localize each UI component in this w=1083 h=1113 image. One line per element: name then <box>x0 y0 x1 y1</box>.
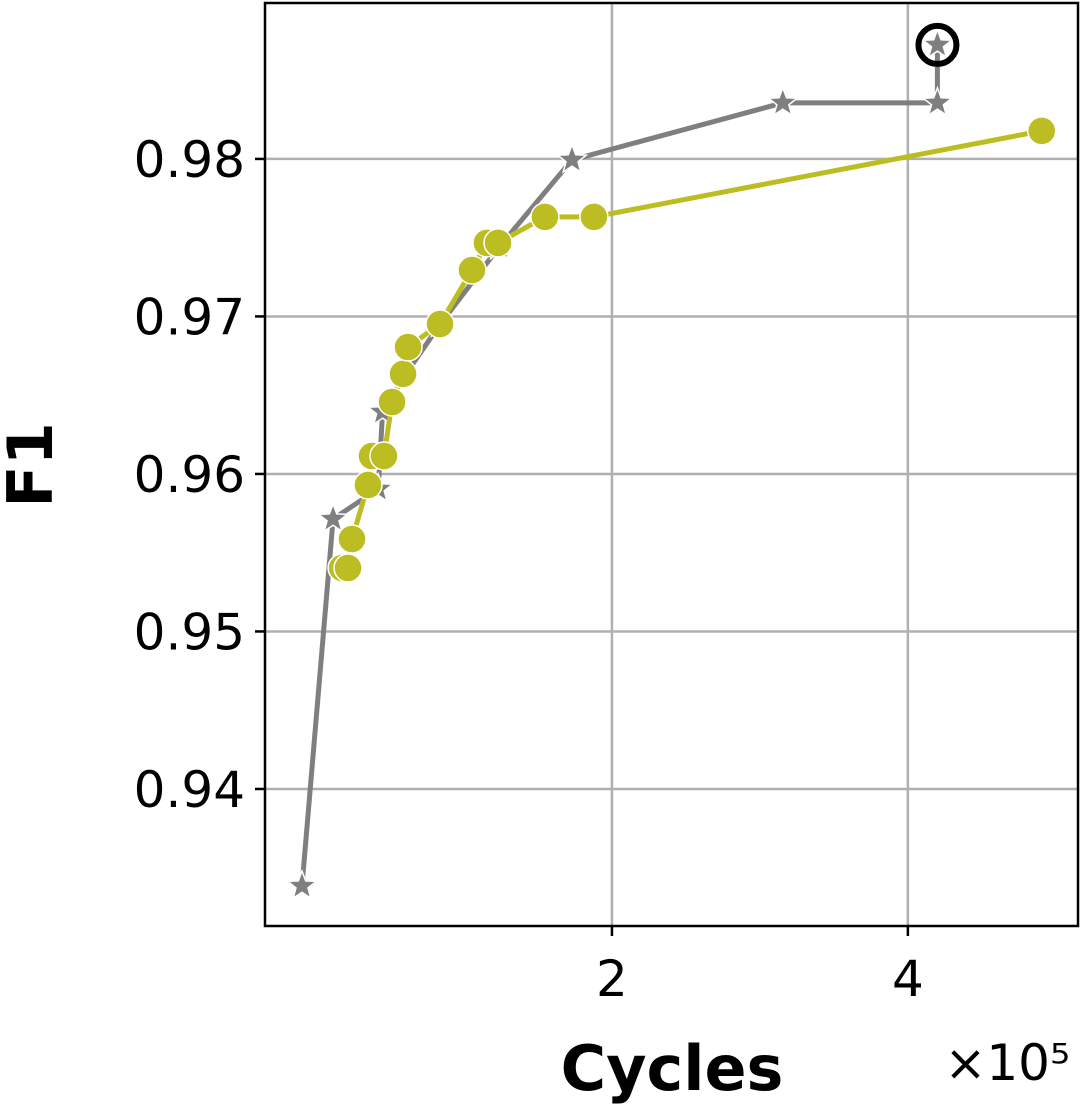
circle-marker <box>337 524 367 554</box>
star-marker <box>766 85 800 117</box>
circle-marker <box>530 202 560 232</box>
circle-marker <box>377 387 407 417</box>
x-offset-label: ×10⁵ <box>944 1034 1070 1092</box>
highlight-marker <box>915 22 960 67</box>
y-tick-label: 0.94 <box>134 761 245 819</box>
circle-marker <box>369 441 399 471</box>
star-marker <box>555 142 589 174</box>
y-tick-label: 0.95 <box>134 603 245 661</box>
star-marker <box>921 27 954 59</box>
x-tick-label: 4 <box>892 950 924 1008</box>
x-tick-label: 2 <box>596 950 628 1008</box>
y-tick-label: 0.96 <box>134 446 245 504</box>
circle-marker <box>425 309 455 339</box>
circle-marker <box>393 332 423 362</box>
circle-marker <box>353 470 383 500</box>
circle-marker <box>333 553 363 583</box>
star-marker <box>921 85 954 117</box>
star-marker <box>316 501 350 533</box>
plot-frame <box>263 1 1080 928</box>
circle-marker <box>388 359 418 389</box>
circle-marker <box>483 228 513 258</box>
star-marker <box>285 868 319 900</box>
y-tick-label: 0.97 <box>134 288 245 346</box>
x-axis-label: Cycles <box>561 1032 784 1105</box>
circle-marker <box>457 255 487 285</box>
y-tick-label: 0.98 <box>134 131 245 189</box>
circle-marker <box>1027 116 1057 146</box>
series-line <box>342 128 1043 571</box>
circle-marker <box>579 202 609 232</box>
y-axis-label: F1 <box>0 422 67 508</box>
